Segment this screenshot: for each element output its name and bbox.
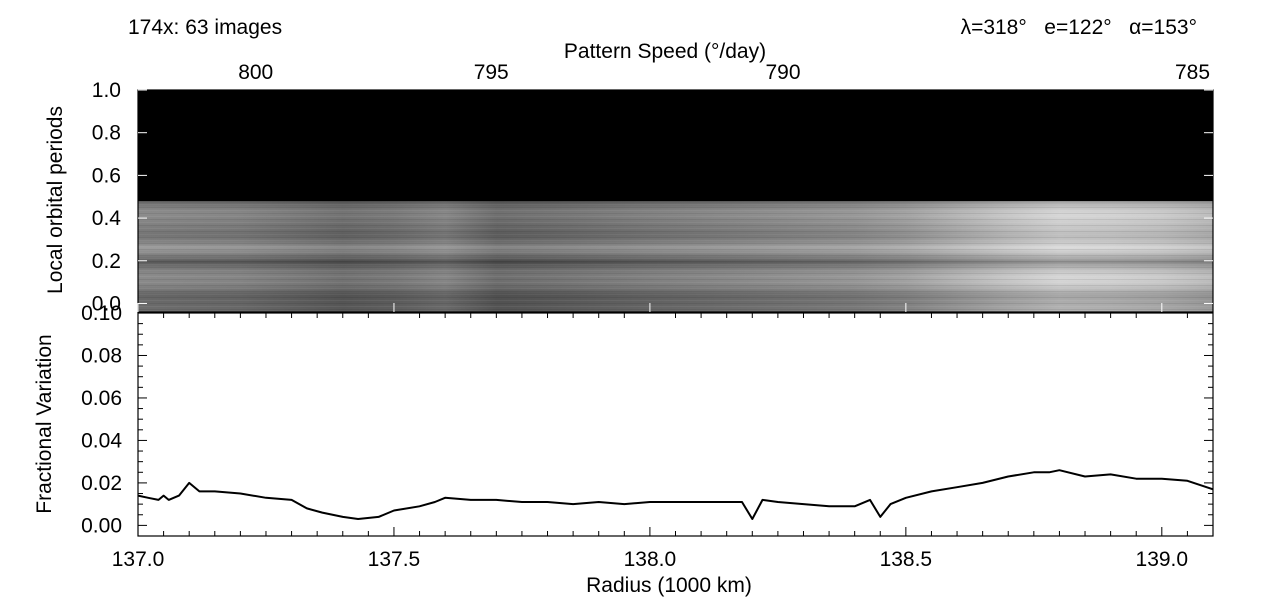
profile-x-tick-label: 139.0 <box>1136 548 1189 571</box>
image-y-tick-label: 0.2 <box>92 250 121 273</box>
profile-y-tick-label: 0.04 <box>81 429 122 452</box>
masked-region <box>138 90 1213 201</box>
profile-y-tick-label: 0.10 <box>81 302 122 325</box>
image-y-tick-label: 0.4 <box>92 207 122 230</box>
profile-x-tick-label: 138.0 <box>624 548 677 571</box>
profile-panel: 0.00 0.02 0.04 0.06 0.08 0.10 137.0 137.5 138.0… <box>33 302 1214 597</box>
profile-y-tick-label: 0.02 <box>81 472 122 495</box>
profile-y-tick-label: 0.06 <box>81 387 122 410</box>
brightness-image <box>138 201 1213 312</box>
top-axis-tick-label: 785 <box>1175 61 1210 84</box>
profile-y-tick-label: 0.08 <box>81 344 122 367</box>
image-y-tick-label: 0.0 <box>92 292 121 315</box>
image-count-label: 174x: 63 images <box>128 16 282 39</box>
top-axis-label: Pattern Speed (°/day) <box>564 40 766 63</box>
profile-y-axis-label: Fractional Variation <box>33 334 56 513</box>
top-axis-tick-label: 795 <box>474 61 509 84</box>
profile-x-tick-label: 138.5 <box>880 548 933 571</box>
image-panel: Pattern Speed (°/day) 800 795 790 785 0.00.… <box>44 40 1214 315</box>
image-y-tick-label: 0.6 <box>92 164 121 187</box>
profile-x-tick-label: 137.5 <box>368 548 421 571</box>
top-axis-tick-label: 790 <box>765 61 800 84</box>
image-y-axis-label: Local orbital periods <box>44 106 67 294</box>
fractional-variation-line <box>137 469 1214 520</box>
profile-x-tick-label: 137.0 <box>112 548 165 571</box>
image-y-tick-label: 1.0 <box>92 79 121 102</box>
top-axis-tick-label: 800 <box>238 61 273 84</box>
image-frame <box>137 89 1214 313</box>
viewing-geometry-label: λ=318° e=122° α=153° <box>961 16 1197 39</box>
profile-x-axis-label: Radius (1000 km) <box>586 574 752 597</box>
profile-y-axis-ticks: 0.00 0.02 0.04 0.06 0.08 0.10 <box>81 302 1213 537</box>
profile-x-axis-ticks: 137.0 137.5 138.0 138.5 139.0 <box>112 303 1188 571</box>
image-y-tick-label: 0.8 <box>92 122 121 145</box>
profile-y-tick-label: 0.00 <box>81 514 122 537</box>
image-y-axis-ticks: 0.0 0.2 0.4 0.6 0.8 1.0 <box>92 79 1213 315</box>
